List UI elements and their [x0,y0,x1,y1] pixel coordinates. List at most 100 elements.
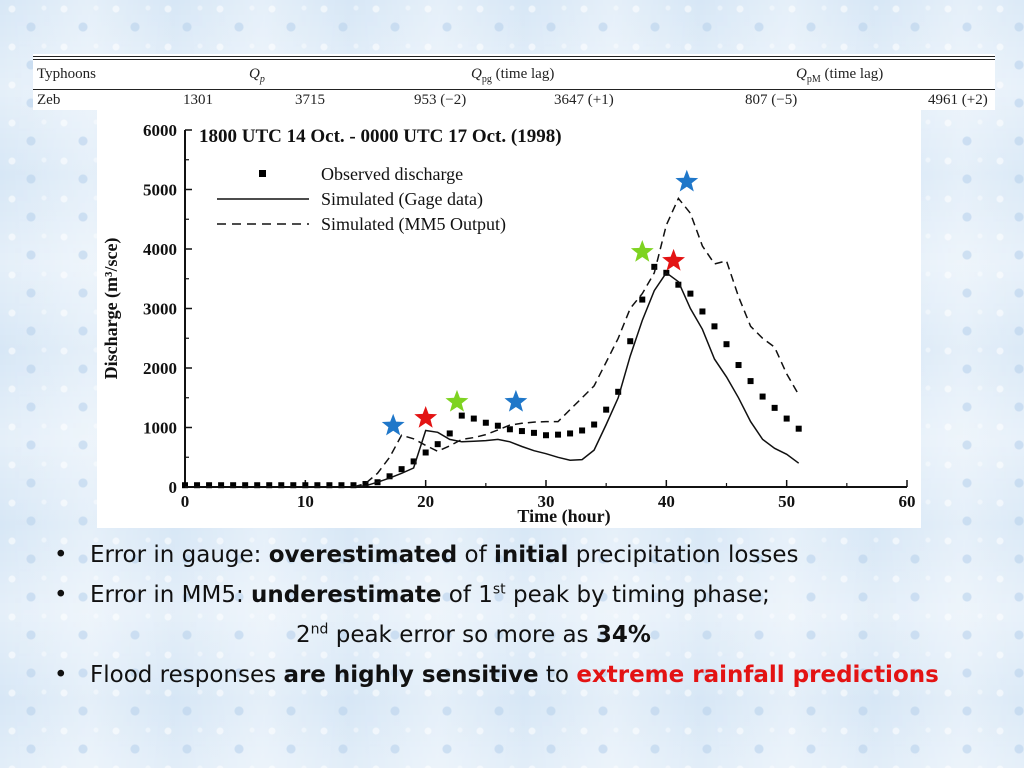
bullet-text: 2 [296,622,311,648]
observed-point [182,482,188,489]
bullet-text: peak error so more as [328,622,596,648]
y-tick-label: 0 [169,478,178,497]
star-marker [662,248,685,271]
bullet-bold: are highly sensitive [283,662,539,688]
observed-point [579,427,586,434]
observed-point [470,415,477,422]
star-marker [630,240,654,262]
observed-point [446,430,453,437]
observed-point [350,482,357,489]
observed-point [759,393,766,400]
gage-simulated-line [185,271,800,488]
bullet-bold: overestimated [268,542,458,568]
table-cell-qpm-1: 807 (−5) [745,92,798,108]
observed-point [314,482,321,489]
y-tick-label: 3000 [143,300,177,319]
legend-label: Simulated (Gage data) [321,189,483,210]
x-axis-label: Time (hour) [517,506,610,527]
bullet-bold: underestimate [251,582,442,608]
bullet-text: Error in gauge: [90,542,269,568]
table-header-qp: Qp [249,66,265,85]
table-header-typhoons: Typhoons [37,66,96,82]
bullet-text: Flood responses [90,662,284,688]
observed-point [771,404,778,411]
observed-point [687,290,694,297]
table-cell-qpg-2: 3647 (+1) [554,92,614,108]
discharge-chart: 0 1000 2000 3000 4000 5000 6000 0 10 20 30 40 50 60 Ti… [97,110,921,528]
observed-point [458,412,465,419]
observed-point [410,458,417,465]
x-tick-label: 20 [417,492,434,511]
bullet-second-peak: 2nd peak error so more as 34% [48,615,988,655]
observed-point [302,482,309,489]
table-header-qpm: QpM (time lag) [796,66,884,85]
observed-point [603,406,610,413]
y-tick-label: 5000 [143,181,177,200]
observed-point [699,308,706,315]
bullet-list: • Error in gauge: overestimated of initia… [48,535,988,695]
x-tick-label: 40 [658,492,675,511]
observed-point [543,432,549,439]
observed-point [386,473,393,480]
table-cell-name: Zeb [37,92,61,108]
observed-point [711,323,718,330]
observed-point [266,482,273,489]
observed-point [398,466,405,473]
star-marker [445,389,469,412]
bullet-red-highlight: extreme rainfall predictions [576,662,939,688]
bullet-text: of [457,542,494,568]
star-marker [675,169,699,192]
y-axis-label: Discharge (m³/sce) [101,238,122,380]
observed-point [434,441,441,448]
observed-point [735,362,742,369]
bullet-text: Error in MM5: [90,582,252,608]
observed-point [627,338,634,345]
observed-point [254,482,261,489]
observed-point [530,429,537,436]
observed-point [555,431,562,438]
table-cell-qpg-1: 953 (−2) [414,92,467,108]
observed-point [230,482,237,489]
star-marker [504,389,528,412]
typhoon-table: Typhoons Qp Qpg (time lag) QpM (time lag… [33,54,995,110]
observed-point [639,296,646,303]
bullet-marker: • [54,542,68,568]
star-marker [414,406,438,428]
observed-point [651,263,658,270]
observed-point [290,482,297,489]
legend-label: Observed discharge [321,164,463,184]
bullet-mm5-error: • Error in MM5: underestimate of 1st peak… [48,575,988,615]
x-tick-label: 30 [538,492,555,511]
legend-label: Simulated (MM5 Output) [321,214,506,235]
observed-point [567,430,574,437]
mm5-simulated-line [185,196,800,488]
bullet-bold: 34% [595,622,651,648]
y-tick-label: 1000 [143,419,177,438]
y-tick-label: 4000 [143,240,177,259]
bullet-flood-sensitivity: • Flood responses are highly sensitive to… [48,655,988,695]
table-top-rule-2 [33,59,995,60]
table-header-rule [33,89,995,90]
x-tick-label: 50 [778,492,795,511]
observed-point [506,426,513,433]
observed-point [482,419,489,426]
table-cell-qp-obs: 1301 [183,92,213,108]
x-tick-label: 60 [899,492,916,511]
observed-point [675,281,682,288]
legend-marker-observed [259,170,266,177]
observed-point [615,388,622,395]
bullet-text: precipitation losses [568,542,799,568]
bullet-marker: • [54,582,68,608]
observed-point [747,378,754,385]
chart-title: 1800 UTC 14 Oct. - 0000 UTC 17 Oct. (199… [199,126,562,147]
observed-point [218,482,225,489]
bullet-text: to [538,662,577,688]
bullet-text: of 1 [441,582,493,608]
observed-point [723,341,730,348]
y-tick-label: 2000 [143,359,177,378]
table-cell-qpm-2: 4961 (+2) [928,92,988,108]
x-tick-label: 10 [297,492,314,511]
observed-point [422,449,429,456]
discharge-chart-svg: 0 1000 2000 3000 4000 5000 6000 0 10 20 30 40 50 60 Ti… [101,121,916,527]
observed-point [783,415,790,422]
